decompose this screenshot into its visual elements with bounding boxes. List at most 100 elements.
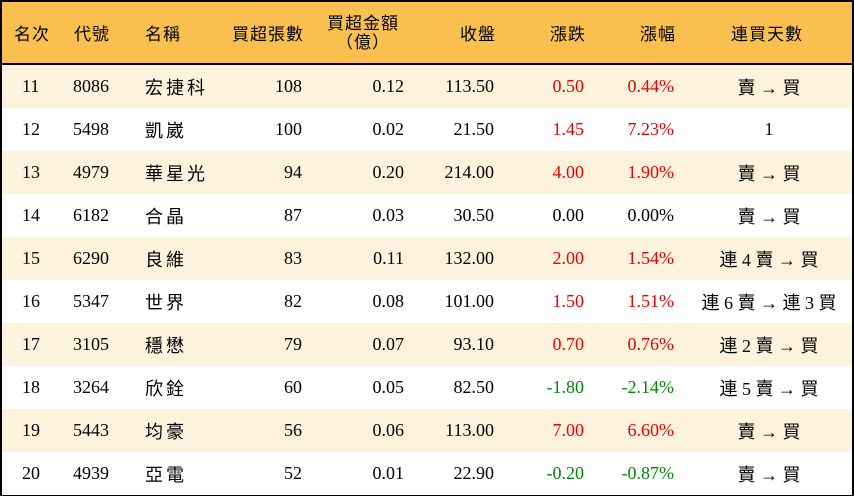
change-pct-cell: -0.87% bbox=[621, 463, 675, 483]
lots-cell: 94 bbox=[284, 162, 302, 182]
name-cell: 凱崴 bbox=[145, 120, 187, 141]
code-cell: 5347 bbox=[73, 291, 109, 311]
amount-cell: 0.11 bbox=[373, 248, 404, 268]
name-cell: 華星光 bbox=[145, 163, 208, 184]
change-pct-cell: 0.00% bbox=[627, 205, 675, 225]
consecutive-days-cell: 連 6 賣 → 連 3 買 bbox=[701, 292, 837, 313]
rank-cell: 18 bbox=[22, 377, 40, 397]
close-cell: 93.10 bbox=[453, 334, 495, 354]
name-cell: 均豪 bbox=[145, 421, 187, 442]
name-cell: 穩懋 bbox=[145, 335, 187, 356]
rank-cell: 19 bbox=[22, 420, 40, 440]
lots-cell: 108 bbox=[275, 76, 302, 96]
name-cell: 亞電 bbox=[145, 464, 187, 485]
code-cell: 4979 bbox=[73, 162, 109, 182]
code-cell: 4939 bbox=[73, 463, 109, 483]
rank-cell: 12 bbox=[22, 119, 40, 139]
consecutive-days-cell: 賣 → 買 bbox=[737, 77, 801, 98]
code-cell: 3105 bbox=[73, 334, 109, 354]
change-pct-cell: 1.51% bbox=[627, 291, 675, 311]
code-cell: 8086 bbox=[73, 76, 109, 96]
rank-cell: 11 bbox=[22, 76, 40, 96]
change-cell: 0.70 bbox=[552, 334, 585, 354]
table-row: 12 5498 凱崴 100 0.02 21.50 1.45 7.23% 1 bbox=[2, 108, 852, 151]
change-cell: -0.20 bbox=[546, 463, 585, 483]
rank-cell: 17 bbox=[22, 334, 40, 354]
lots-cell: 87 bbox=[284, 205, 302, 225]
close-cell: 214.00 bbox=[444, 162, 495, 182]
change-cell: 7.00 bbox=[552, 420, 585, 440]
table-row: 20 4939 亞電 52 0.01 22.90 -0.20 -0.87% 賣 … bbox=[2, 452, 852, 495]
code-cell: 6182 bbox=[73, 205, 109, 225]
table-row: 14 6182 合晶 87 0.03 30.50 0.00 0.00% 賣 → … bbox=[2, 194, 852, 237]
amount-cell: 0.05 bbox=[372, 377, 405, 397]
change-cell: 2.00 bbox=[552, 248, 585, 268]
change-cell: -1.80 bbox=[546, 377, 585, 397]
table-row: 11 8086 宏捷科 108 0.12 113.50 0.50 0.44% 賣… bbox=[2, 65, 852, 108]
rank-cell: 15 bbox=[22, 248, 40, 268]
change-pct-cell: 7.23% bbox=[627, 119, 675, 139]
lots-cell: 83 bbox=[284, 248, 302, 268]
consecutive-days-cell: 連 2 賣 → 買 bbox=[719, 335, 819, 356]
close-cell: 21.50 bbox=[453, 119, 495, 139]
table-row: 13 4979 華星光 94 0.20 214.00 4.00 1.90% 賣 … bbox=[2, 151, 852, 194]
close-cell: 30.50 bbox=[453, 205, 495, 225]
header-name: 名稱 bbox=[145, 25, 181, 44]
lots-cell: 100 bbox=[275, 119, 302, 139]
change-cell: 1.50 bbox=[552, 291, 585, 311]
change-pct-cell: 0.44% bbox=[627, 76, 675, 96]
close-cell: 82.50 bbox=[453, 377, 495, 397]
lots-cell: 56 bbox=[284, 420, 302, 440]
table-row: 19 5443 均豪 56 0.06 113.00 7.00 6.60% 賣 →… bbox=[2, 409, 852, 452]
lots-cell: 60 bbox=[284, 377, 302, 397]
header-rank: 名次 bbox=[14, 25, 50, 44]
name-cell: 合晶 bbox=[145, 206, 187, 227]
table-row: 18 3264 欣銓 60 0.05 82.50 -1.80 -2.14% 連 … bbox=[2, 366, 852, 409]
code-cell: 6290 bbox=[73, 248, 109, 268]
change-pct-cell: 0.76% bbox=[627, 334, 675, 354]
close-cell: 113.00 bbox=[445, 420, 494, 440]
change-cell: 4.00 bbox=[552, 162, 585, 182]
rank-cell: 13 bbox=[22, 162, 40, 182]
table-row: 15 6290 良維 83 0.11 132.00 2.00 1.54% 連 4… bbox=[2, 237, 852, 280]
consecutive-days-cell: 連 4 賣 → 買 bbox=[719, 249, 819, 270]
consecutive-days-cell: 賣 → 買 bbox=[737, 421, 801, 442]
close-cell: 113.50 bbox=[445, 76, 494, 96]
table-header: 名次 代號 名稱 買超張數 買超金額 （億） 收盤 漲跌 漲幅 連買天數 bbox=[2, 2, 852, 65]
code-cell: 3264 bbox=[73, 377, 109, 397]
name-cell: 世界 bbox=[145, 292, 187, 313]
consecutive-days-cell: 1 bbox=[764, 119, 774, 139]
rank-cell: 14 bbox=[22, 205, 40, 225]
close-cell: 101.00 bbox=[444, 291, 495, 311]
header-consecutive-days: 連買天數 bbox=[731, 25, 803, 44]
header-close: 收盤 bbox=[460, 25, 496, 44]
lots-cell: 52 bbox=[284, 463, 302, 483]
code-cell: 5443 bbox=[73, 420, 109, 440]
change-cell: 1.45 bbox=[552, 119, 585, 139]
amount-cell: 0.07 bbox=[372, 334, 405, 354]
change-pct-cell: -2.14% bbox=[621, 377, 675, 397]
header-net-buy-lots: 買超張數 bbox=[232, 25, 304, 44]
amount-cell: 0.02 bbox=[372, 119, 405, 139]
name-cell: 欣銓 bbox=[145, 378, 187, 399]
close-cell: 132.00 bbox=[444, 248, 495, 268]
header-net-buy-amount-line2: （億） bbox=[336, 32, 390, 52]
amount-cell: 0.01 bbox=[372, 463, 405, 483]
name-cell: 良維 bbox=[145, 249, 187, 270]
header-code: 代號 bbox=[74, 25, 110, 44]
amount-cell: 0.20 bbox=[372, 162, 405, 182]
table-row: 16 5347 世界 82 0.08 101.00 1.50 1.51% 連 6… bbox=[2, 280, 852, 323]
change-pct-cell: 1.54% bbox=[627, 248, 675, 268]
consecutive-days-cell: 賣 → 買 bbox=[737, 464, 801, 485]
change-pct-cell: 6.60% bbox=[627, 420, 675, 440]
rank-cell: 16 bbox=[22, 291, 40, 311]
consecutive-days-cell: 賣 → 買 bbox=[737, 163, 801, 184]
consecutive-days-cell: 連 5 賣 → 買 bbox=[719, 378, 819, 399]
amount-cell: 0.08 bbox=[372, 291, 405, 311]
change-cell: 0.50 bbox=[552, 76, 585, 96]
header-change: 漲跌 bbox=[550, 25, 586, 44]
header-change-pct: 漲幅 bbox=[640, 25, 676, 44]
header-net-buy-amount-line1: 買超金額 bbox=[327, 13, 399, 33]
amount-cell: 0.06 bbox=[372, 420, 405, 440]
